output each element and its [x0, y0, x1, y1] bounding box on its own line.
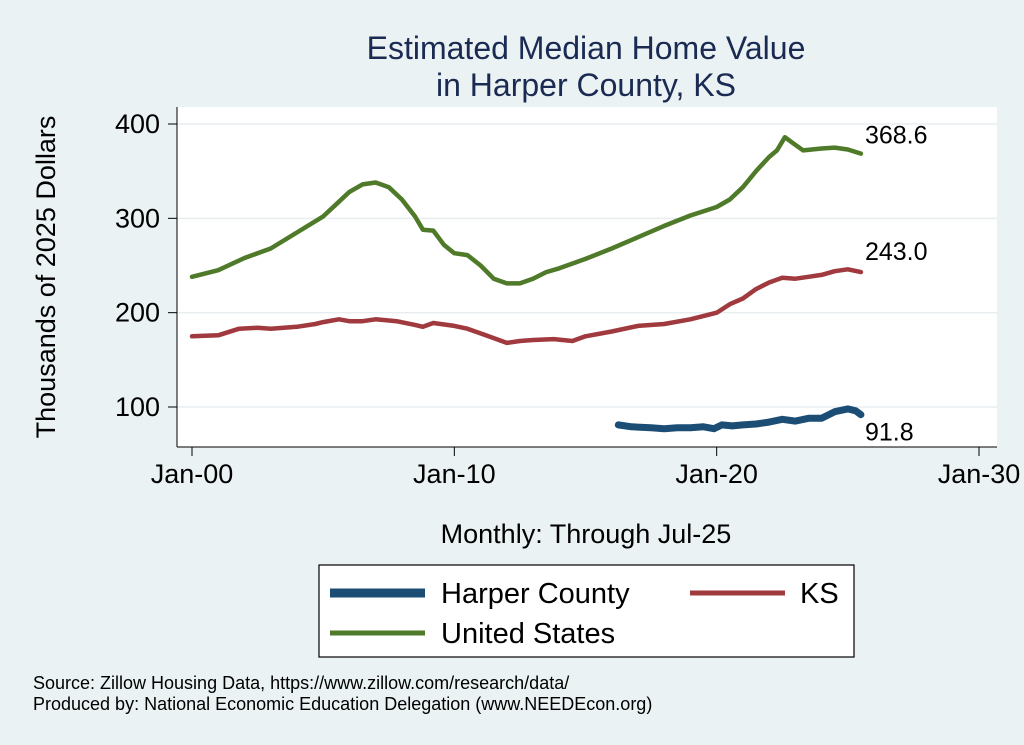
produced-by-note: Produced by: National Economic Education…: [33, 694, 652, 714]
series-line-united-states: [189, 134, 864, 286]
x-tick-label-3: Jan-30: [938, 459, 1021, 489]
x-tick-label-1: Jan-10: [413, 459, 496, 489]
source-note: Source: Zillow Housing Data, https://www…: [33, 673, 569, 693]
x-axis-label: Monthly: Through Jul-25: [441, 519, 732, 549]
y-tick-label-100: 100: [115, 392, 160, 422]
end-label-ks: 243.0: [865, 238, 928, 266]
series-line-ks: [189, 267, 864, 346]
series-lines: [189, 134, 865, 433]
legend-label-harper-county: Harper County: [441, 578, 630, 610]
end-labels: 91.8 243.0 368.6: [865, 122, 928, 447]
chart-title-line-1: Estimated Median Home Value: [367, 30, 806, 66]
end-label-united-states: 368.6: [865, 122, 928, 150]
y-axis-label: Thousands of 2025 Dollars: [31, 116, 61, 439]
x-tick-label-0: Jan-00: [151, 459, 234, 489]
series-line-harper-county: [614, 405, 865, 433]
y-tick-label-400: 400: [115, 109, 160, 139]
y-tick-label-300: 300: [115, 203, 160, 233]
gridlines: [177, 123, 997, 408]
x-tick-label-2: Jan-20: [675, 459, 758, 489]
legend-label-ks: KS: [800, 578, 839, 610]
legend: Harper County KS United States: [330, 578, 839, 650]
plot-area: [177, 107, 997, 447]
legend-box: [318, 564, 855, 658]
end-label-harper-county: 91.8: [865, 419, 914, 447]
x-axis-ticks: Jan-00 Jan-10 Jan-20 Jan-30: [151, 447, 1021, 489]
y-tick-label-200: 200: [115, 298, 160, 328]
y-axis-ticks: 100 200 300 400: [115, 109, 177, 422]
legend-label-united-states: United States: [441, 618, 615, 650]
chart-title-line-2: in Harper County, KS: [436, 67, 736, 103]
